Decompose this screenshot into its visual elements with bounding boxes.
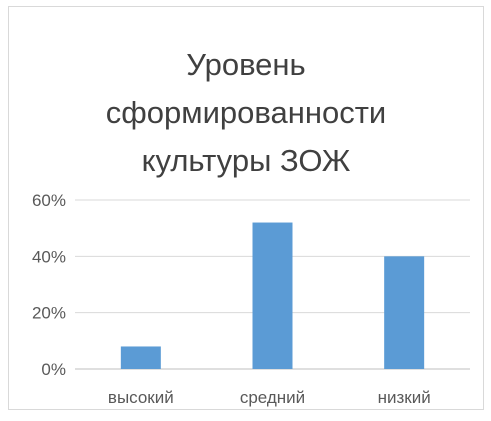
y-tick-label: 60%	[32, 191, 66, 210]
chart-title: Уровень сформированности культуры ЗОЖ	[9, 41, 483, 185]
chart-title-line-1: Уровень	[186, 47, 306, 82]
chart-title-line-3: культуры ЗОЖ	[141, 143, 351, 178]
y-tick-label: 40%	[32, 247, 66, 266]
bar	[120, 346, 161, 369]
y-tick-label: 20%	[32, 304, 66, 323]
x-tick-label: высокий	[108, 388, 174, 407]
bar	[252, 222, 293, 369]
x-tick-label: низкий	[378, 388, 431, 407]
x-tick-label: средний	[240, 388, 305, 407]
y-tick-label: 0%	[41, 360, 66, 379]
chart-title-line-2: сформированности	[105, 95, 387, 130]
chart-area: Уровень сформированности культуры ЗОЖ	[8, 6, 484, 410]
bar	[384, 256, 425, 369]
